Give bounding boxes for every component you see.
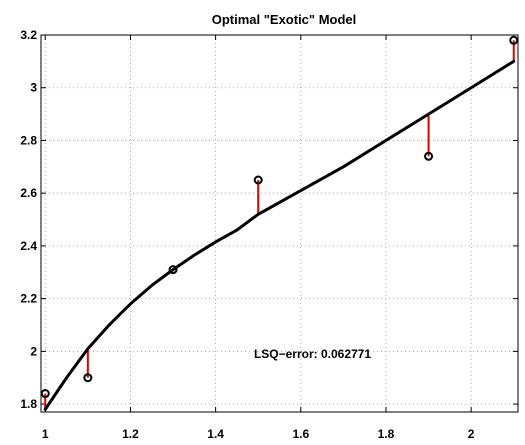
x-tick-label: 1.6 [292,427,309,441]
lsq-error-annotation: LSQ−error: 0.062771 [254,347,371,361]
fit-curve [43,59,516,411]
x-tick-label: 1.2 [122,427,139,441]
y-tick-label: 2.6 [20,186,37,200]
y-tick-label: 2.2 [20,292,37,306]
x-tick-label: 2 [468,427,475,441]
y-tick-label: 3 [30,81,37,95]
plot-area: 1 1.2 1.4 1.6 1.8 2 1.8 2 2.2 2.4 2.6 2.8 3 3.2 LSQ−er… [20,28,519,441]
data-point [509,35,519,45]
data-point [40,389,50,399]
x-tick-label: 1 [42,427,49,441]
x-tick-label: 1.4 [207,427,224,441]
data-point [168,265,178,275]
y-tick-label: 3.2 [20,28,37,42]
axes-box [40,34,519,413]
data-point [424,151,434,161]
data-point [83,373,93,383]
x-tick-label: 1.8 [378,427,395,441]
data-point [253,175,263,185]
chart-title: Optimal "Exotic" Model [212,12,357,27]
y-tick-label: 2.4 [20,239,37,253]
y-tick-label: 1.8 [20,397,37,411]
y-tick-label: 2 [30,344,37,358]
y-tick-label: 2.8 [20,133,37,147]
